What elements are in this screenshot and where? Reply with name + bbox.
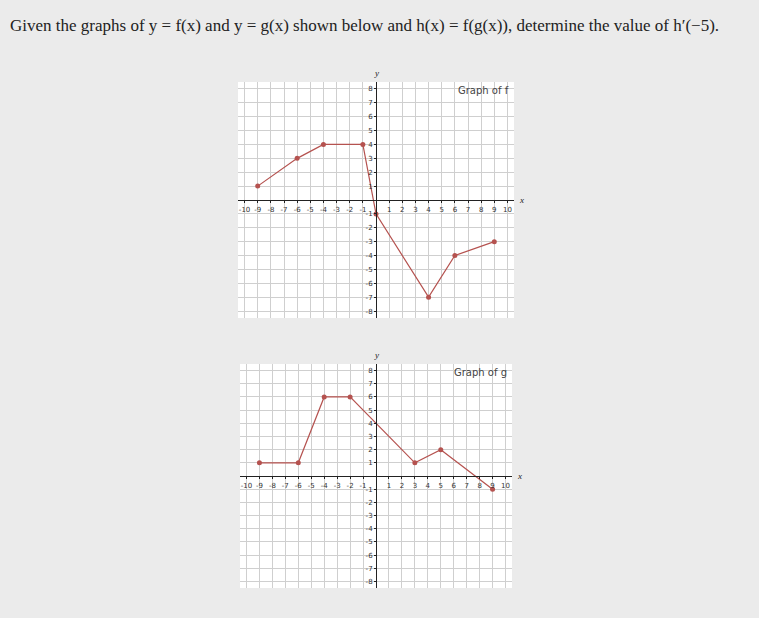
svg-text:-3: -3 xyxy=(366,512,373,520)
svg-text:-10: -10 xyxy=(241,482,252,490)
svg-text:-6: -6 xyxy=(295,482,303,490)
svg-text:10: 10 xyxy=(503,206,512,214)
svg-text:-1: -1 xyxy=(366,210,373,218)
svg-text:8: 8 xyxy=(479,206,483,214)
svg-text:-7: -7 xyxy=(366,565,373,573)
svg-text:7: 7 xyxy=(368,380,372,388)
svg-text:-4: -4 xyxy=(366,525,374,533)
svg-text:-2: -2 xyxy=(347,482,354,490)
svg-text:-5: -5 xyxy=(307,206,314,214)
svg-text:Graph of f: Graph of f xyxy=(458,85,509,96)
svg-text:-1: -1 xyxy=(366,486,373,494)
svg-text:8: 8 xyxy=(477,482,481,490)
svg-text:-3: -3 xyxy=(333,206,340,214)
svg-text:-6: -6 xyxy=(366,552,374,560)
svg-text:-10: -10 xyxy=(239,206,250,214)
svg-text:4: 4 xyxy=(426,482,431,490)
svg-text:4: 4 xyxy=(368,141,373,149)
svg-text:4: 4 xyxy=(368,420,373,428)
svg-text:6: 6 xyxy=(368,393,373,401)
svg-text:10: 10 xyxy=(501,482,510,490)
svg-text:6: 6 xyxy=(368,113,373,121)
svg-text:6: 6 xyxy=(451,482,456,490)
svg-text:x: x xyxy=(519,195,524,205)
svg-text:5: 5 xyxy=(439,482,443,490)
svg-text:-1: -1 xyxy=(360,482,367,490)
svg-text:3: 3 xyxy=(413,206,417,214)
svg-text:-2: -2 xyxy=(346,206,353,214)
svg-text:-1: -1 xyxy=(359,206,366,214)
svg-text:6: 6 xyxy=(453,206,458,214)
svg-text:3: 3 xyxy=(368,155,372,163)
svg-text:-6: -6 xyxy=(294,206,302,214)
svg-text:-5: -5 xyxy=(366,266,373,274)
svg-text:-4: -4 xyxy=(321,482,329,490)
svg-text:1: 1 xyxy=(368,459,372,467)
svg-text:-8: -8 xyxy=(366,578,373,586)
svg-text:7: 7 xyxy=(464,482,468,490)
svg-text:-3: -3 xyxy=(334,482,341,490)
svg-text:Graph of g: Graph of g xyxy=(454,367,507,378)
svg-text:1: 1 xyxy=(387,482,391,490)
svg-text:8: 8 xyxy=(368,367,372,375)
html-text:Given the graphs of y = f(x) a: Given the graphs of y = f(x) and y = g(x… xyxy=(10,16,720,35)
svg-text:2: 2 xyxy=(368,169,372,177)
svg-text:1: 1 xyxy=(387,206,391,214)
svg-text:y: y xyxy=(374,68,379,78)
svg-text:2: 2 xyxy=(400,206,404,214)
svg-text:5: 5 xyxy=(368,127,372,135)
svg-text:-7: -7 xyxy=(281,206,288,214)
svg-text:3: 3 xyxy=(368,433,372,441)
svg-text:-9: -9 xyxy=(256,482,263,490)
svg-text:-9: -9 xyxy=(254,206,261,214)
svg-text:5: 5 xyxy=(439,206,443,214)
svg-text:-2: -2 xyxy=(366,224,373,232)
svg-text:7: 7 xyxy=(368,99,372,107)
svg-text:-3: -3 xyxy=(366,238,373,246)
svg-text:-7: -7 xyxy=(366,294,373,302)
svg-text:8: 8 xyxy=(368,85,372,93)
svg-text:-5: -5 xyxy=(366,538,373,546)
svg-text:y: y xyxy=(374,350,379,360)
svg-text:9: 9 xyxy=(492,206,496,214)
svg-text:-5: -5 xyxy=(308,482,315,490)
svg-text:3: 3 xyxy=(413,482,417,490)
svg-text:4: 4 xyxy=(426,206,431,214)
svg-text:7: 7 xyxy=(466,206,470,214)
svg-text:2: 2 xyxy=(368,446,372,454)
svg-text:-7: -7 xyxy=(282,482,289,490)
svg-text:x: x xyxy=(517,471,522,481)
svg-text:-4: -4 xyxy=(320,206,328,214)
svg-text:2: 2 xyxy=(400,482,404,490)
svg-text:-6: -6 xyxy=(366,280,374,288)
svg-text:5: 5 xyxy=(368,407,372,415)
svg-text:-8: -8 xyxy=(269,482,276,490)
svg-text:-8: -8 xyxy=(366,308,373,316)
svg-text:9: 9 xyxy=(490,482,494,490)
svg-text:-4: -4 xyxy=(366,252,374,260)
svg-text:-2: -2 xyxy=(366,499,373,507)
svg-text:-8: -8 xyxy=(267,206,274,214)
svg-text:1: 1 xyxy=(368,183,372,191)
